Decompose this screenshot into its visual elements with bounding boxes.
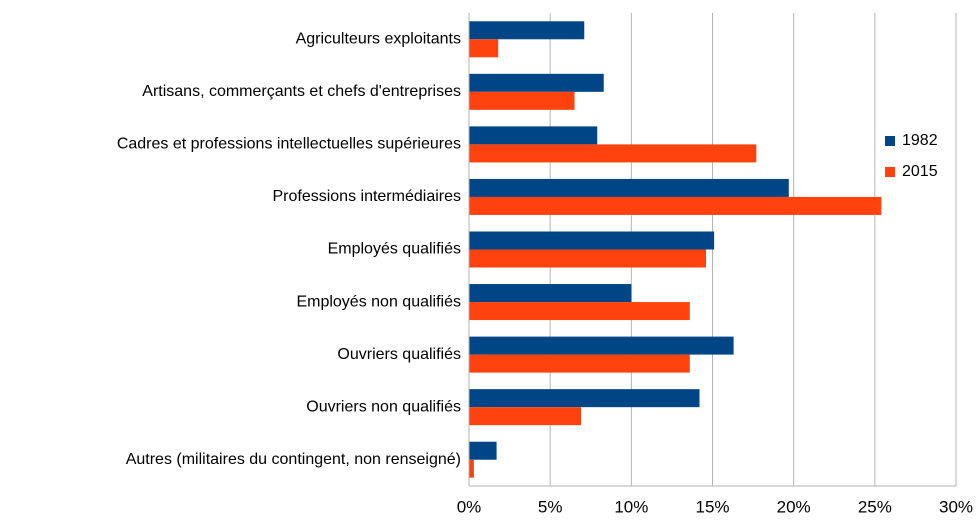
y-tick-label: Agriculteurs exploitants bbox=[296, 30, 461, 47]
x-tick-label: 30% bbox=[939, 497, 973, 516]
bar bbox=[469, 354, 690, 373]
legend-label: 2015 bbox=[902, 163, 938, 180]
bar bbox=[469, 302, 690, 321]
bar bbox=[469, 196, 882, 215]
bar bbox=[469, 144, 757, 163]
bar bbox=[469, 441, 497, 460]
bar bbox=[469, 249, 707, 268]
bar bbox=[469, 39, 499, 58]
x-tick-label: 20% bbox=[777, 497, 811, 516]
legend-label: 1982 bbox=[902, 132, 938, 149]
bar bbox=[469, 407, 582, 426]
bar bbox=[469, 389, 700, 408]
y-tick-label: Professions intermédiaires bbox=[272, 188, 461, 205]
x-tick-label: 10% bbox=[614, 497, 648, 516]
legend-swatch bbox=[885, 136, 895, 146]
y-tick-label: Employés qualifiés bbox=[328, 241, 461, 258]
x-tick-label: 15% bbox=[695, 497, 729, 516]
bar bbox=[469, 336, 734, 355]
bar bbox=[469, 284, 632, 303]
x-tick-label: 0% bbox=[457, 497, 482, 516]
bar bbox=[469, 231, 715, 250]
bar bbox=[469, 91, 575, 110]
y-tick-label: Ouvriers non qualifiés bbox=[306, 398, 461, 415]
bar bbox=[469, 459, 474, 478]
bar bbox=[469, 178, 789, 197]
bar bbox=[469, 73, 604, 92]
x-tick-label: 5% bbox=[538, 497, 563, 516]
y-tick-label: Ouvriers qualifiés bbox=[337, 346, 461, 363]
legend-swatch bbox=[885, 167, 895, 177]
y-tick-label: Employés non qualifiés bbox=[296, 293, 461, 310]
bar bbox=[469, 21, 585, 40]
y-tick-label: Artisans, commerçants et chefs d'entrepr… bbox=[142, 83, 461, 100]
bar bbox=[469, 126, 598, 145]
y-tick-label: Cadres et professions intellectuelles su… bbox=[117, 136, 461, 153]
y-tick-label: Autres (militaires du contingent, non re… bbox=[126, 451, 461, 468]
x-tick-label: 25% bbox=[858, 497, 892, 516]
